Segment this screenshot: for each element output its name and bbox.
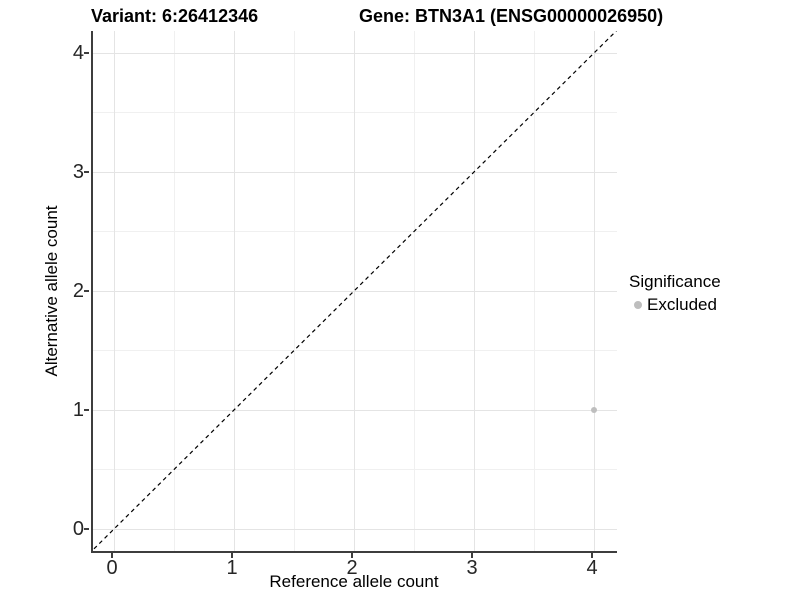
legend-item-label: Excluded [647, 295, 717, 314]
x-tick-label: 1 [226, 557, 238, 579]
major-gridline-y [93, 171, 617, 173]
data-point [591, 407, 597, 413]
y-tick-label: 4 [72, 42, 84, 64]
minor-gridline-y [93, 112, 617, 113]
minor-gridline-y [93, 350, 617, 351]
x-tick-label: 3 [466, 557, 478, 579]
x-tick-label: 4 [586, 557, 598, 579]
x-tick-label: 0 [106, 557, 118, 579]
y-axis-tick [84, 528, 89, 530]
y-tick-label: 3 [72, 161, 84, 183]
y-axis-tick [84, 290, 89, 292]
excluded-dot-icon [634, 301, 642, 309]
minor-gridline-y [93, 469, 617, 470]
x-axis-tick [351, 553, 353, 558]
legend: Significance Excluded [629, 272, 721, 315]
y-axis-title: Alternative allele count [42, 205, 61, 377]
x-axis-tick [471, 553, 473, 558]
major-gridline-y [93, 290, 617, 292]
y-tick-label: 1 [72, 399, 84, 421]
major-gridline-y [93, 528, 617, 530]
y-axis-tick [84, 52, 89, 54]
x-axis-tick [111, 553, 113, 558]
major-gridline-y [93, 52, 617, 54]
identity-line [93, 31, 617, 551]
y-axis-tick [84, 171, 89, 173]
x-axis-title: Reference allele count [269, 572, 439, 591]
y-tick-label: 0 [72, 518, 84, 540]
minor-gridline-y [93, 231, 617, 232]
x-axis-tick [231, 553, 233, 558]
legend-item-excluded: Excluded [629, 295, 721, 315]
y-tick-label: 2 [72, 280, 84, 302]
major-gridline-y [93, 409, 617, 411]
legend-title: Significance [629, 272, 721, 291]
gene-title: Gene: BTN3A1 (ENSG00000026950) [359, 6, 664, 26]
plot-panel [91, 31, 617, 553]
variant-title: Variant: 6:26412346 [91, 6, 259, 26]
x-tick-label: 2 [346, 557, 358, 579]
y-axis-tick [84, 409, 89, 411]
x-axis-tick [591, 553, 593, 558]
